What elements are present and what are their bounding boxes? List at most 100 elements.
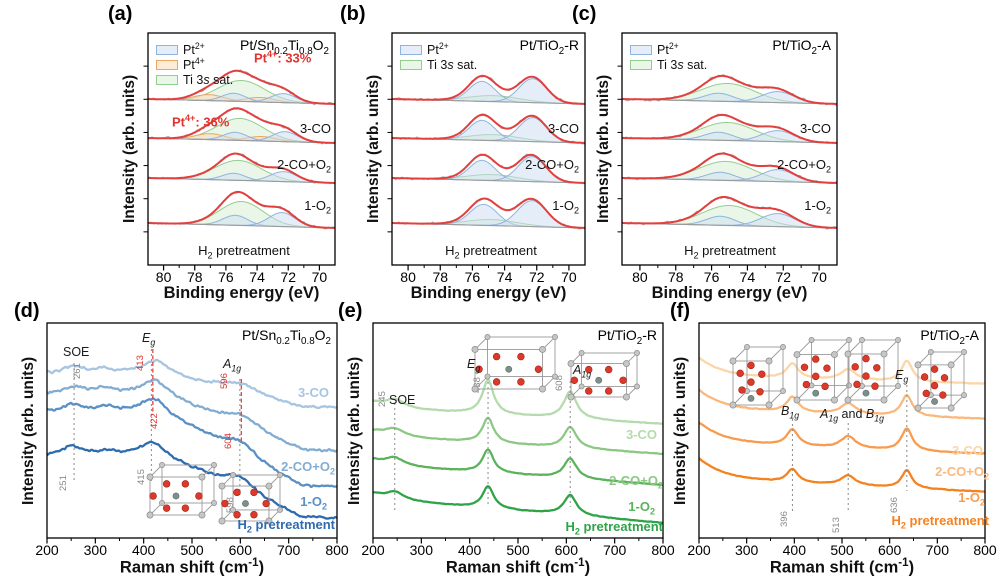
oxygen-atom: [492, 378, 501, 386]
legend-entry-ti3s: Ti 3s sat.: [630, 57, 707, 72]
rutile-crystal-inset: [146, 462, 217, 519]
oxygen-atom: [862, 354, 870, 363]
cell-front-face: [847, 353, 885, 401]
cell-back-face: [581, 352, 638, 387]
oxygen-atom: [922, 389, 930, 398]
metal-atom: [793, 351, 801, 359]
oxygen-atom: [517, 378, 525, 386]
x-tick-label: 300: [734, 542, 759, 558]
mode-label: Eg: [142, 331, 156, 348]
x-tick-label: 800: [651, 542, 675, 558]
x-tick-label: 72: [775, 269, 792, 285]
curve-label: 1-O2: [304, 198, 331, 216]
oxygen-atom: [802, 380, 811, 389]
oxygen-atom: [871, 382, 879, 390]
y-axis-label-e: Intensity (arb. units): [346, 356, 363, 505]
curve-label: 3-CO: [297, 385, 329, 400]
metal-atom: [880, 350, 888, 358]
x-tick-label: 70: [311, 269, 328, 285]
x-tick-label: 800: [973, 542, 997, 558]
metal-atom: [793, 396, 801, 404]
component-fill-ti3s: [148, 160, 335, 183]
peak-position-label: 251: [58, 475, 69, 491]
oxygen-atom: [920, 373, 929, 381]
raman-curve: [373, 485, 663, 525]
panel-label-a: (a): [108, 3, 133, 25]
peak-position-label: 604: [223, 433, 234, 449]
oxygen-atom: [812, 355, 820, 363]
oxygen-atom: [940, 374, 949, 382]
oxygen-atom: [585, 387, 593, 395]
cell-back-face: [746, 346, 784, 392]
cell-back-face: [811, 339, 850, 386]
oxygen-atom: [570, 376, 579, 384]
pt2-swatch: [630, 44, 652, 55]
oxygen-atom: [862, 372, 870, 380]
oxygen-atom: [250, 511, 258, 519]
x-tick-label: 800: [325, 542, 349, 558]
x-tick-label: 74: [496, 269, 513, 285]
oxygen-atom: [149, 492, 157, 500]
oxygen-atom: [181, 480, 190, 488]
curve-label: H2 pretreatment: [565, 519, 663, 537]
curve-label: H2 pretreatment: [445, 243, 537, 261]
x-tick-label: 78: [667, 269, 684, 285]
mode-label: SOE: [389, 393, 416, 407]
plot-area-a: [143, 32, 336, 271]
rutile-crystal-inset: [471, 334, 558, 393]
oxygen-atom: [162, 504, 171, 512]
mode-label: SOE: [63, 345, 90, 359]
metal-atom: [961, 349, 967, 355]
metal-atom: [859, 337, 865, 343]
plot-area-b: [387, 32, 586, 271]
curve-label: 3-CO: [799, 121, 831, 136]
center-metal-atom: [595, 376, 603, 384]
legend-label: Pt2+: [657, 41, 679, 58]
metal-atom: [729, 401, 737, 409]
metal-atom: [846, 382, 852, 389]
oxygen-atom: [250, 488, 258, 497]
cell-back-face: [861, 339, 899, 387]
x-tick-label: 300: [83, 542, 107, 558]
oxygen-atom: [233, 488, 241, 497]
x-tick-label: 74: [249, 269, 265, 285]
metal-atom: [947, 361, 955, 369]
legend-entry-pt2: Pt2+: [156, 41, 233, 58]
metal-atom: [895, 337, 901, 343]
oxygen-atom: [853, 380, 861, 389]
metal-atom: [159, 500, 165, 506]
x-tick-label: 700: [602, 542, 627, 558]
percentage-label: Pt4+: 33%: [254, 49, 312, 66]
fit-envelope-curve: [148, 69, 335, 105]
oxygen-atom: [930, 365, 939, 373]
component-fill-pt2: [392, 81, 585, 104]
oxygen-atom: [262, 499, 270, 508]
oxygen-atom: [181, 504, 190, 512]
fit-envelope-curve: [392, 113, 585, 144]
x-axis-label-b: Binding energy (eV): [410, 284, 567, 302]
oxygen-atom: [738, 386, 746, 394]
oxygen-atom: [604, 365, 613, 374]
component-fill-ti3s: [622, 83, 837, 104]
metal-atom: [622, 360, 630, 368]
component-fill-pt2: [148, 215, 335, 228]
center-metal-atom: [812, 389, 820, 397]
component-fill-pt2: [392, 120, 585, 143]
metal-atom: [198, 511, 206, 519]
plot-area-f: 396 513 636: [698, 322, 986, 544]
x-tick-label: 400: [457, 542, 482, 558]
curve-label: 1-O2: [628, 499, 655, 517]
peak-position-label: 245: [377, 391, 388, 407]
panel-title-b: Pt/TiO2-R: [519, 37, 579, 57]
raman-curve: [47, 397, 337, 489]
metal-atom: [780, 344, 786, 350]
metal-atom: [211, 500, 217, 506]
raman-curve: [699, 421, 985, 455]
metal-atom: [578, 383, 585, 390]
y-axis-label-c: Intensity (arb. units): [595, 74, 612, 224]
mode-label: A1g and B1g: [820, 407, 884, 424]
oxygen-atom: [756, 388, 764, 396]
ti3s-swatch: [630, 59, 652, 70]
component-fill-pt2: [148, 132, 335, 143]
curve-label: H2 pretreatment: [237, 517, 335, 535]
